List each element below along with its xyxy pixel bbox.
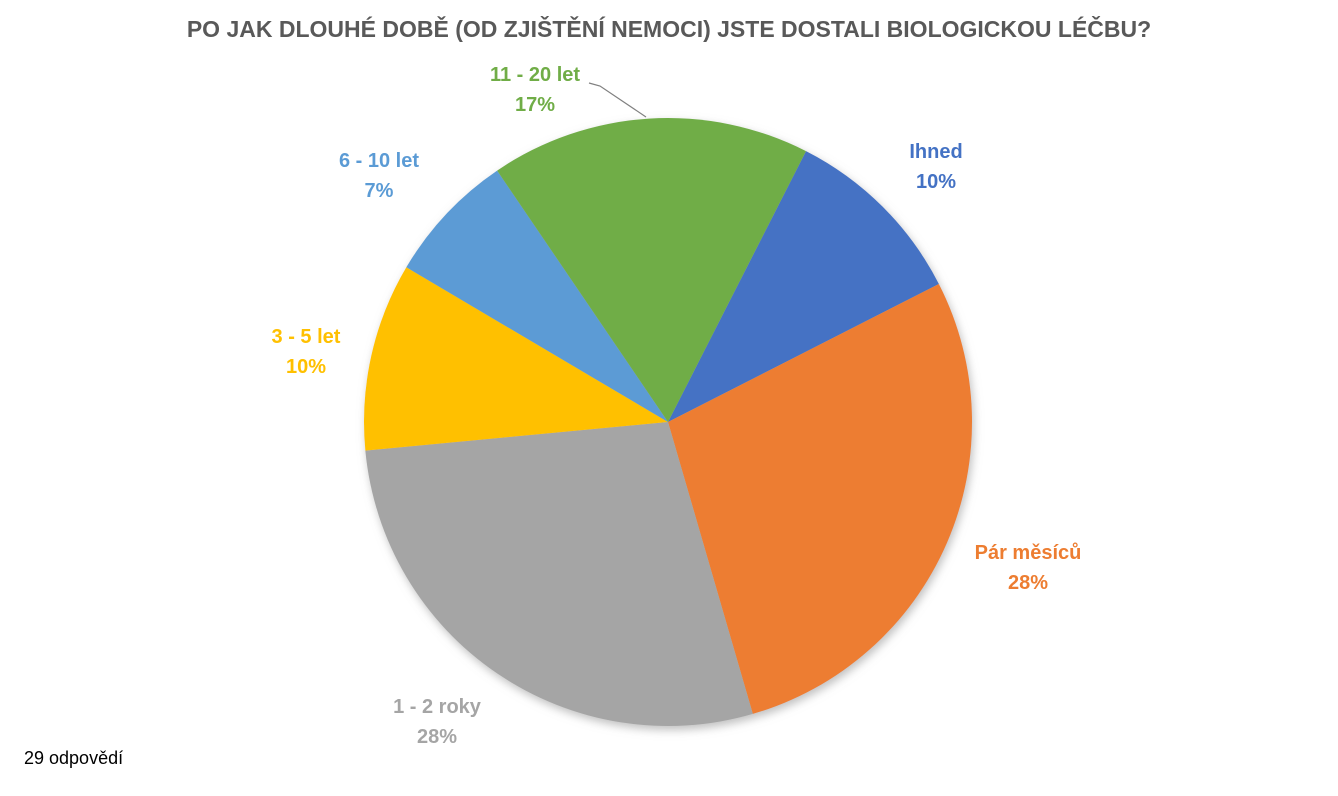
leader-line	[588, 82, 647, 118]
slice-pct-text: 7%	[364, 180, 394, 202]
pie-slice-3-5-let[interactable]	[363, 267, 668, 451]
response-count: 29 odpovědí	[24, 748, 124, 768]
slice-label-text: 1 - 2 roky	[393, 696, 481, 718]
slice-label-3-5-let: 3 - 5 let 10%	[272, 322, 341, 382]
pie-slice-6-10-let[interactable]	[406, 170, 668, 422]
pie-slice-pár-měsíců[interactable]	[668, 283, 973, 714]
slice-pct-text: 28%	[416, 726, 458, 748]
slice-label-text: 3 - 5 let	[271, 326, 341, 348]
slice-pct-text: 10%	[915, 171, 957, 193]
slice-label-ihned: Ihned 10%	[909, 137, 962, 197]
pie-slice-ihned[interactable]	[668, 151, 939, 422]
slice-label-text: Pár měsíců	[974, 542, 1082, 564]
slice-pct-text: 28%	[1007, 572, 1049, 594]
pie-slice-11-20-let[interactable]	[497, 118, 807, 422]
chart-title: PO JAK DLOUHÉ DOBĚ (OD ZJIŠTĚNÍ NEMOCI) …	[186, 16, 1152, 42]
slice-label-text: 6 - 10 let	[338, 150, 420, 172]
slice-label-1-2-roky: 1 - 2 roky 28%	[393, 692, 481, 752]
slice-label-text: 11 - 20 let	[489, 64, 581, 86]
slice-label-11-20-let: 11 - 20 let 17%	[490, 60, 580, 120]
slice-label-par-mesicu: Pár měsíců 28%	[975, 538, 1082, 598]
slice-pct-text: 17%	[514, 94, 556, 116]
slice-label-6-10-let: 6 - 10 let 7%	[339, 146, 419, 206]
slice-pct-text: 10%	[285, 356, 327, 378]
pie-slice-1-2-roky[interactable]	[365, 422, 753, 726]
slice-label-text: Ihned	[909, 141, 963, 163]
